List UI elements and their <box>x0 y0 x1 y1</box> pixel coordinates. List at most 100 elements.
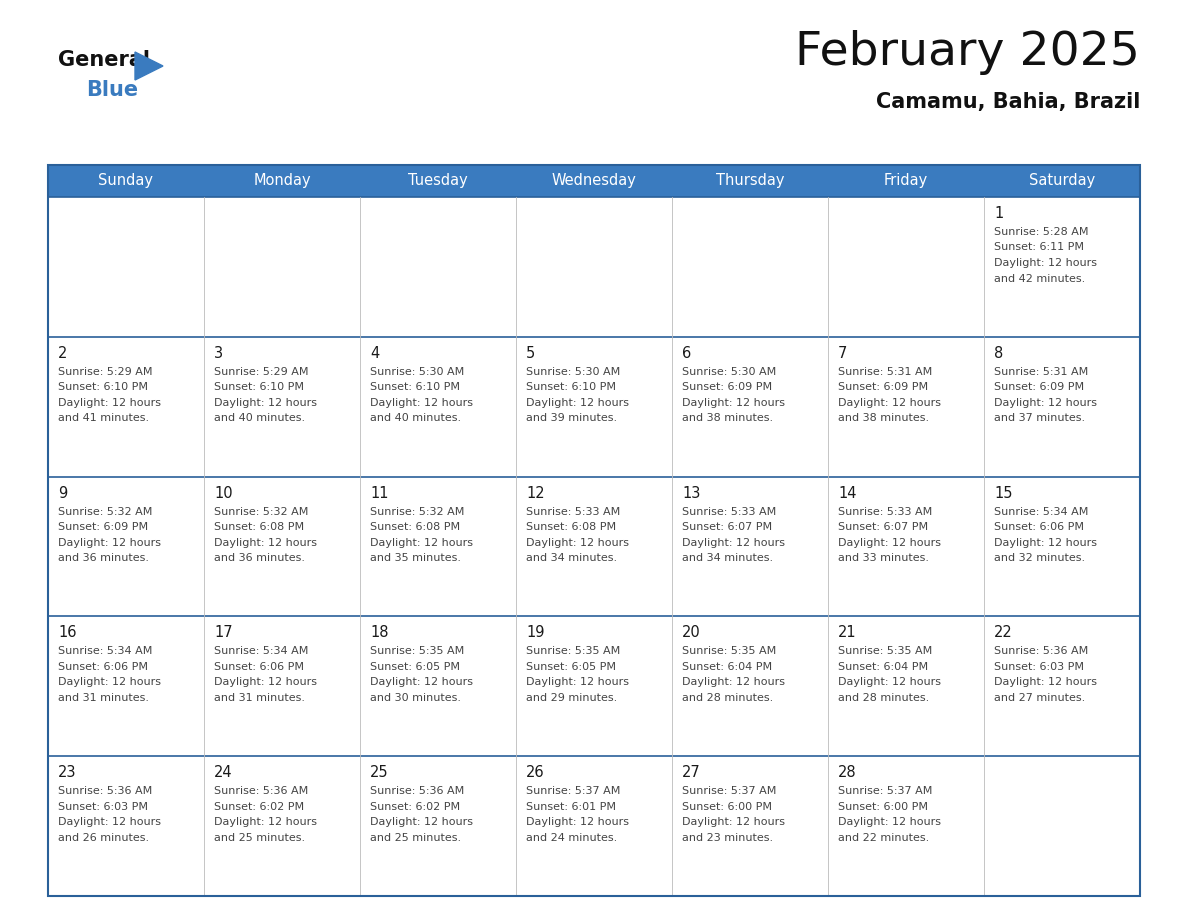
Text: 15: 15 <box>994 486 1012 500</box>
Text: and 26 minutes.: and 26 minutes. <box>58 833 150 843</box>
Text: Daylight: 12 hours: Daylight: 12 hours <box>369 397 473 408</box>
Text: Sunrise: 5:34 AM: Sunrise: 5:34 AM <box>58 646 152 656</box>
Text: Sunset: 6:07 PM: Sunset: 6:07 PM <box>682 522 772 532</box>
Text: Sunset: 6:02 PM: Sunset: 6:02 PM <box>369 801 460 812</box>
Bar <box>360 165 516 197</box>
Text: and 31 minutes.: and 31 minutes. <box>214 693 305 703</box>
Text: and 34 minutes.: and 34 minutes. <box>526 554 617 563</box>
Polygon shape <box>135 52 163 80</box>
Text: Daylight: 12 hours: Daylight: 12 hours <box>58 677 162 688</box>
Text: Wednesday: Wednesday <box>551 174 637 188</box>
Text: Sunset: 6:06 PM: Sunset: 6:06 PM <box>994 522 1083 532</box>
Text: Daylight: 12 hours: Daylight: 12 hours <box>214 538 317 548</box>
Text: 6: 6 <box>682 346 691 361</box>
Text: Sunrise: 5:36 AM: Sunrise: 5:36 AM <box>58 786 152 796</box>
Text: Sunday: Sunday <box>99 174 153 188</box>
Text: Daylight: 12 hours: Daylight: 12 hours <box>214 677 317 688</box>
Text: 16: 16 <box>58 625 76 641</box>
Text: 13: 13 <box>682 486 701 500</box>
Text: Camamu, Bahia, Brazil: Camamu, Bahia, Brazil <box>876 92 1140 112</box>
Text: Daylight: 12 hours: Daylight: 12 hours <box>682 677 785 688</box>
Bar <box>204 165 360 197</box>
Text: and 35 minutes.: and 35 minutes. <box>369 554 461 563</box>
Text: 18: 18 <box>369 625 388 641</box>
Text: and 28 minutes.: and 28 minutes. <box>682 693 773 703</box>
Text: Friday: Friday <box>884 174 928 188</box>
Text: Sunset: 6:10 PM: Sunset: 6:10 PM <box>526 382 617 392</box>
Text: Daylight: 12 hours: Daylight: 12 hours <box>526 817 628 827</box>
Text: Sunrise: 5:35 AM: Sunrise: 5:35 AM <box>369 646 465 656</box>
Text: Saturday: Saturday <box>1029 174 1095 188</box>
Text: and 33 minutes.: and 33 minutes. <box>838 554 929 563</box>
Text: 25: 25 <box>369 766 388 780</box>
Text: Sunset: 6:06 PM: Sunset: 6:06 PM <box>214 662 304 672</box>
Text: and 41 minutes.: and 41 minutes. <box>58 413 150 423</box>
Text: and 34 minutes.: and 34 minutes. <box>682 554 773 563</box>
Text: and 39 minutes.: and 39 minutes. <box>526 413 617 423</box>
Text: 26: 26 <box>526 766 544 780</box>
Text: 24: 24 <box>214 766 233 780</box>
Text: 12: 12 <box>526 486 544 500</box>
Text: 5: 5 <box>526 346 536 361</box>
Text: Daylight: 12 hours: Daylight: 12 hours <box>369 817 473 827</box>
Text: Daylight: 12 hours: Daylight: 12 hours <box>526 677 628 688</box>
Text: Daylight: 12 hours: Daylight: 12 hours <box>838 677 941 688</box>
Text: Sunrise: 5:31 AM: Sunrise: 5:31 AM <box>838 367 933 376</box>
Text: Sunset: 6:08 PM: Sunset: 6:08 PM <box>369 522 460 532</box>
Text: Daylight: 12 hours: Daylight: 12 hours <box>838 538 941 548</box>
Text: Daylight: 12 hours: Daylight: 12 hours <box>994 677 1097 688</box>
Text: Sunset: 6:10 PM: Sunset: 6:10 PM <box>58 382 148 392</box>
Text: Thursday: Thursday <box>715 174 784 188</box>
Text: Sunrise: 5:28 AM: Sunrise: 5:28 AM <box>994 227 1088 237</box>
Text: Sunrise: 5:32 AM: Sunrise: 5:32 AM <box>58 507 152 517</box>
Text: Sunset: 6:09 PM: Sunset: 6:09 PM <box>58 522 148 532</box>
Text: Tuesday: Tuesday <box>409 174 468 188</box>
Text: Sunset: 6:05 PM: Sunset: 6:05 PM <box>526 662 617 672</box>
Text: Sunrise: 5:32 AM: Sunrise: 5:32 AM <box>214 507 309 517</box>
Text: 20: 20 <box>682 625 701 641</box>
Text: Sunrise: 5:31 AM: Sunrise: 5:31 AM <box>994 367 1088 376</box>
Text: Sunrise: 5:29 AM: Sunrise: 5:29 AM <box>58 367 152 376</box>
Text: Daylight: 12 hours: Daylight: 12 hours <box>58 817 162 827</box>
Text: and 31 minutes.: and 31 minutes. <box>58 693 148 703</box>
Text: Daylight: 12 hours: Daylight: 12 hours <box>526 538 628 548</box>
Text: General: General <box>58 50 150 70</box>
Text: Monday: Monday <box>253 174 311 188</box>
Text: 17: 17 <box>214 625 233 641</box>
Text: 1: 1 <box>994 206 1003 221</box>
Text: Sunset: 6:01 PM: Sunset: 6:01 PM <box>526 801 617 812</box>
Text: Sunset: 6:09 PM: Sunset: 6:09 PM <box>838 382 928 392</box>
Text: 27: 27 <box>682 766 701 780</box>
Text: Sunrise: 5:33 AM: Sunrise: 5:33 AM <box>526 507 620 517</box>
Text: 7: 7 <box>838 346 847 361</box>
Text: Sunset: 6:08 PM: Sunset: 6:08 PM <box>526 522 617 532</box>
Text: and 22 minutes.: and 22 minutes. <box>838 833 929 843</box>
Text: and 28 minutes.: and 28 minutes. <box>838 693 929 703</box>
Text: and 36 minutes.: and 36 minutes. <box>58 554 148 563</box>
Text: 10: 10 <box>214 486 233 500</box>
Text: Daylight: 12 hours: Daylight: 12 hours <box>682 538 785 548</box>
Bar <box>48 165 1140 896</box>
Text: and 23 minutes.: and 23 minutes. <box>682 833 773 843</box>
Text: 21: 21 <box>838 625 857 641</box>
Text: Daylight: 12 hours: Daylight: 12 hours <box>58 538 162 548</box>
Text: and 38 minutes.: and 38 minutes. <box>682 413 773 423</box>
Text: 14: 14 <box>838 486 857 500</box>
Text: and 25 minutes.: and 25 minutes. <box>214 833 305 843</box>
Text: Daylight: 12 hours: Daylight: 12 hours <box>369 538 473 548</box>
Text: Sunset: 6:09 PM: Sunset: 6:09 PM <box>682 382 772 392</box>
Text: Sunrise: 5:33 AM: Sunrise: 5:33 AM <box>838 507 933 517</box>
Text: Sunrise: 5:35 AM: Sunrise: 5:35 AM <box>526 646 620 656</box>
Text: Sunrise: 5:32 AM: Sunrise: 5:32 AM <box>369 507 465 517</box>
Text: 2: 2 <box>58 346 68 361</box>
Text: Daylight: 12 hours: Daylight: 12 hours <box>838 397 941 408</box>
Text: and 24 minutes.: and 24 minutes. <box>526 833 618 843</box>
Text: 4: 4 <box>369 346 379 361</box>
Text: Sunset: 6:04 PM: Sunset: 6:04 PM <box>838 662 928 672</box>
Text: and 32 minutes.: and 32 minutes. <box>994 554 1085 563</box>
Text: Sunrise: 5:35 AM: Sunrise: 5:35 AM <box>838 646 933 656</box>
Text: Daylight: 12 hours: Daylight: 12 hours <box>994 397 1097 408</box>
Text: Daylight: 12 hours: Daylight: 12 hours <box>369 677 473 688</box>
Text: Daylight: 12 hours: Daylight: 12 hours <box>994 258 1097 268</box>
Bar <box>672 165 828 197</box>
